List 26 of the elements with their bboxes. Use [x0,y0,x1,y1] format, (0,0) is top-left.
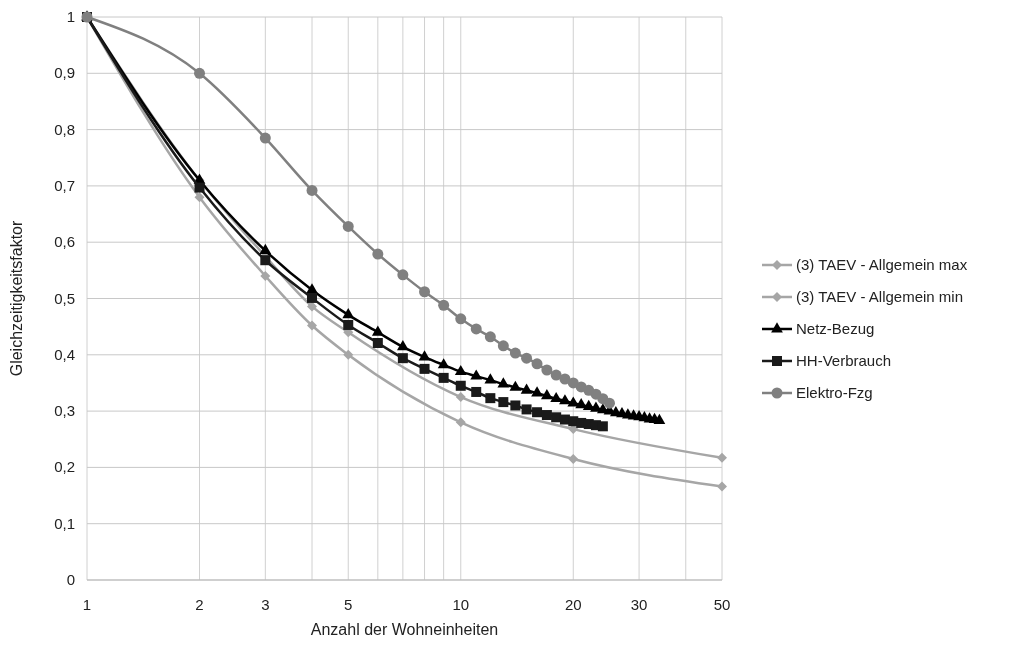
y-tick-label: 0,6 [54,233,75,251]
y-axis-title: Gleichzeitigkeitsfaktor [8,220,25,377]
y-tick-label: 0,9 [54,64,75,82]
y-tick-label: 0 [66,571,75,588]
x-tick-label: 50 [713,596,731,613]
legend-label: (3) TAEV - Allgemein min [796,288,963,305]
y-tick-label: 0,3 [54,402,75,420]
x-tick-label: 5 [344,596,353,613]
y-tick-label: 0,1 [54,514,75,532]
x-axis-title: Anzahl der Wohneinheiten [310,621,499,638]
x-tick-label: 10 [452,596,470,613]
y-tick-label: 0,8 [54,120,75,138]
legend-label: Elektro-Fzg [796,384,873,401]
legend-label: Netz-Bezug [796,320,875,337]
x-tick-label: 20 [564,596,582,613]
y-tick-label: 1 [66,8,75,25]
y-tick-label: 0,7 [54,176,75,194]
x-tick-label: 1 [82,596,92,613]
y-tick-label: 0,4 [54,345,75,363]
legend-label: (3) TAEV - Allgemein max [796,256,968,273]
x-tick-label: 3 [261,596,270,613]
x-tick-label: 30 [630,596,648,613]
y-tick-label: 0,5 [54,289,75,307]
x-tick-label: 2 [195,596,204,613]
legend-label: HH-Verbrauch [796,352,892,369]
y-tick-label: 0,2 [54,458,75,476]
